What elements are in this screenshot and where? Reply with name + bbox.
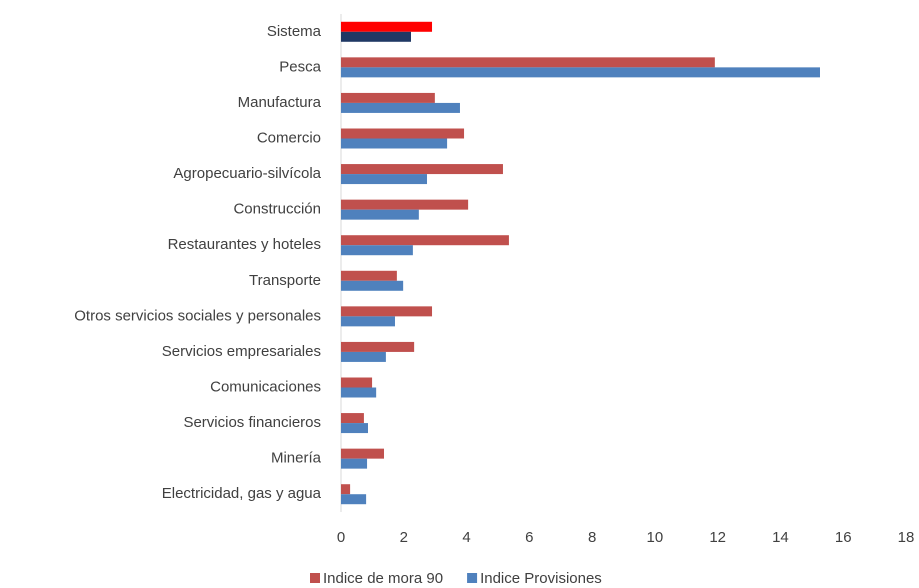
legend-label: Indice de mora 90 <box>323 570 443 587</box>
x-tick-label: 16 <box>835 529 852 546</box>
bar <box>341 199 469 210</box>
y-tick-label: Construcción <box>233 201 321 218</box>
bar <box>341 128 465 139</box>
x-tick-label: 18 <box>898 529 915 546</box>
x-tick-label: 10 <box>647 529 664 546</box>
bar <box>341 458 368 469</box>
y-tick-label: Minería <box>271 450 322 467</box>
bar <box>341 57 715 68</box>
bar <box>341 484 351 495</box>
y-tick-label: Pesca <box>279 58 321 75</box>
y-tick-label: Transporte <box>249 272 321 289</box>
x-tick-label: 2 <box>400 529 408 546</box>
y-tick-label: Otros servicios sociales y personales <box>74 307 321 324</box>
x-tick-label: 14 <box>772 529 789 546</box>
y-tick-label: Comunicaciones <box>210 378 321 395</box>
bar <box>341 31 411 42</box>
y-tick-label: Servicios financieros <box>183 414 321 431</box>
y-tick-label: Servicios empresariales <box>162 343 321 360</box>
bar <box>341 280 404 291</box>
bar <box>341 316 395 327</box>
bar <box>341 245 413 256</box>
x-tick-label: 0 <box>337 529 345 546</box>
bar <box>341 413 364 424</box>
legend-swatch <box>467 573 478 583</box>
bar <box>341 92 435 103</box>
bar <box>341 306 433 317</box>
y-tick-label: Manufactura <box>238 94 322 111</box>
bar <box>341 270 397 281</box>
legend-swatch <box>310 573 320 583</box>
bar <box>341 377 373 388</box>
y-tick-label: Electricidad, gas y agua <box>162 485 322 502</box>
bar <box>341 423 368 434</box>
legend-label: Indice Provisiones <box>480 570 602 587</box>
x-tick-label: 6 <box>525 529 533 546</box>
bar <box>341 174 428 185</box>
bar <box>341 351 386 362</box>
bar <box>341 494 367 505</box>
bar <box>341 387 377 398</box>
y-tick-label: Restaurantes y hoteles <box>168 236 321 253</box>
bar <box>341 164 503 175</box>
bar <box>341 209 419 220</box>
bar <box>341 235 509 246</box>
bar <box>341 138 448 149</box>
bar <box>341 21 433 32</box>
y-tick-label: Sistema <box>267 23 322 40</box>
bar <box>341 448 385 459</box>
x-tick-label: 12 <box>709 529 726 546</box>
bar <box>341 102 460 113</box>
bar <box>341 341 415 352</box>
x-tick-label: 4 <box>462 529 470 546</box>
y-tick-label: Comercio <box>257 129 321 146</box>
x-tick-label: 8 <box>588 529 596 546</box>
y-tick-label: Agropecuario-silvícola <box>173 165 321 182</box>
bar <box>341 67 820 78</box>
